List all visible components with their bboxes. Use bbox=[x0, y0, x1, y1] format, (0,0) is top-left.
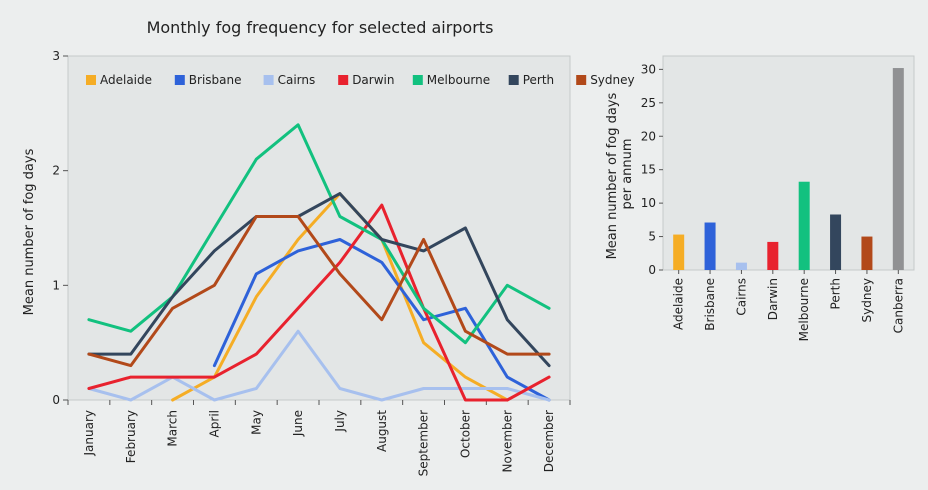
line-chart-x-ticks: January February March April May June July Augu… bbox=[67, 400, 571, 476]
bar-chart-y-axis-title-line1: Mean number of fog days bbox=[605, 93, 620, 260]
y-tick-label: 1 bbox=[52, 278, 60, 292]
x-tick-label: Darwin bbox=[766, 278, 780, 320]
x-tick-label: Brisbane bbox=[703, 278, 717, 331]
series-line-brisbane bbox=[212, 238, 551, 402]
bar-chart-y-axis-title-line2: per annum bbox=[620, 138, 635, 209]
x-tick-label: Adelaide bbox=[672, 278, 686, 330]
x-tick-label: Perth bbox=[829, 278, 843, 309]
series-line-sydney bbox=[87, 215, 551, 368]
y-tick-label: 5 bbox=[648, 230, 656, 244]
x-tick-label: Melbourne bbox=[797, 278, 811, 341]
bar-chart-plot-area bbox=[662, 55, 915, 271]
series-line-cairns bbox=[87, 329, 551, 402]
x-tick-label: June bbox=[291, 410, 305, 437]
x-tick-label: April bbox=[207, 410, 221, 437]
legend-swatch-sydney bbox=[576, 75, 587, 85]
x-tick-label: December bbox=[542, 410, 556, 472]
bar-canberra bbox=[892, 68, 904, 270]
line-chart-legend: Adelaide Brisbane Cairns Darwin Melbourne Per… bbox=[86, 73, 635, 87]
y-tick-label: 30 bbox=[641, 62, 656, 76]
bar-chart-y-axis-title: Mean number of fog days per annum bbox=[605, 89, 635, 260]
x-tick-label: September bbox=[417, 410, 431, 476]
x-tick-label: March bbox=[166, 410, 180, 447]
legend-label-perth: Perth bbox=[523, 73, 554, 87]
legend-label-adelaide: Adelaide bbox=[100, 73, 152, 87]
x-tick-label: August bbox=[375, 410, 389, 452]
line-chart-y-axis-title: Mean number of fog days bbox=[22, 148, 37, 315]
y-tick-label: 10 bbox=[641, 196, 656, 210]
legend-swatch-adelaide bbox=[86, 75, 96, 85]
bar-darwin bbox=[767, 241, 779, 270]
legend-label-brisbane: Brisbane bbox=[189, 73, 242, 87]
line-chart-title: Monthly fog frequency for selected airpo… bbox=[147, 18, 494, 37]
y-tick-label: 15 bbox=[641, 163, 656, 177]
legend-swatch-brisbane bbox=[174, 75, 185, 85]
legend-label-cairns: Cairns bbox=[278, 73, 316, 87]
bar-chart: Mean number of fog days per annum 0 5 10 15… bbox=[605, 55, 915, 341]
y-tick-label: 0 bbox=[52, 393, 60, 407]
y-tick-label: 20 bbox=[641, 129, 656, 143]
bar-adelaide bbox=[673, 234, 685, 270]
line-chart: Monthly fog frequency for selected airpo… bbox=[22, 18, 635, 476]
bar-melbourne bbox=[798, 181, 810, 270]
y-tick-label: 3 bbox=[52, 49, 60, 63]
x-tick-label: November bbox=[500, 410, 514, 472]
x-tick-label: May bbox=[249, 410, 263, 435]
x-tick-label: October bbox=[458, 410, 472, 458]
line-chart-series bbox=[87, 123, 551, 402]
line-chart-y-ticks: 0 1 2 3 bbox=[52, 49, 68, 407]
bar-brisbane bbox=[704, 222, 716, 270]
x-tick-label: February bbox=[124, 410, 138, 463]
x-tick-label: Canberra bbox=[891, 278, 905, 333]
legend-swatch-perth bbox=[508, 75, 519, 85]
legend-swatch-darwin bbox=[338, 75, 349, 85]
x-tick-label: Cairns bbox=[734, 278, 748, 316]
bar-chart-y-ticks: 0 5 10 15 20 25 30 bbox=[641, 62, 663, 277]
legend-swatch-cairns bbox=[263, 75, 274, 85]
bar-chart-x-ticks: Adelaide Brisbane Cairns Darwin Melbourne Per… bbox=[672, 270, 905, 341]
series-line-perth bbox=[87, 192, 551, 368]
x-tick-label: January bbox=[82, 410, 96, 457]
legend-label-darwin: Darwin bbox=[352, 73, 394, 87]
bar-sydney bbox=[861, 236, 873, 270]
legend-label-melbourne: Melbourne bbox=[427, 73, 490, 87]
series-line-darwin bbox=[87, 203, 551, 402]
series-line-melbourne bbox=[87, 123, 551, 345]
bar-perth bbox=[830, 214, 842, 270]
y-tick-label: 25 bbox=[641, 96, 656, 110]
y-tick-label: 2 bbox=[52, 164, 60, 178]
legend-swatch-melbourne bbox=[412, 75, 423, 85]
y-tick-label: 0 bbox=[648, 263, 656, 277]
x-tick-label: Sydney bbox=[860, 278, 874, 322]
x-tick-label: July bbox=[333, 410, 347, 433]
bar-cairns bbox=[735, 262, 747, 270]
bar-chart-bars bbox=[673, 68, 904, 270]
legend-label-sydney: Sydney bbox=[590, 73, 634, 87]
